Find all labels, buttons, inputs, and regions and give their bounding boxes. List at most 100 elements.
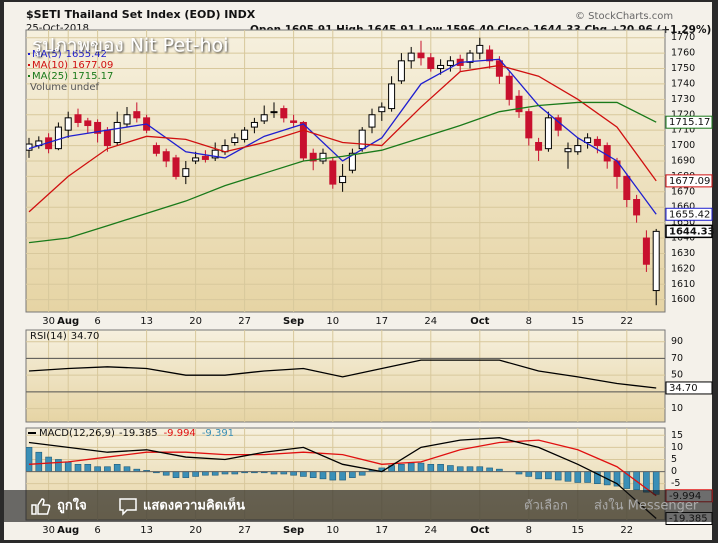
x-tick-label: 17 [375, 316, 388, 327]
panel-legend: MACD(12,26,9) -19.385 -9.994 -9.391 [39, 428, 234, 439]
x-tick-label: 10 [326, 316, 339, 327]
options-button[interactable]: ตัวเลือก [524, 498, 568, 514]
candle-body [437, 64, 445, 70]
candle-body [368, 114, 376, 128]
y-tick-label: 15 [671, 430, 683, 441]
messenger-button[interactable]: ส่งใน Messenger [594, 498, 699, 514]
y-tick-label: 1600 [671, 294, 695, 305]
candle-body [525, 111, 533, 139]
histogram-bar [104, 466, 111, 472]
histogram-bar [398, 464, 405, 472]
legend-name: MACD(12,26,9) [39, 428, 115, 439]
histogram-bar [172, 471, 180, 478]
histogram-bar [45, 456, 52, 472]
histogram-bar [202, 471, 209, 476]
y-tick-label: 1650 [671, 217, 695, 228]
candle-body [299, 121, 307, 159]
y-tick-label: 70 [671, 353, 683, 364]
histogram-bar [192, 471, 199, 477]
y-tick-label: 1770 [671, 32, 695, 43]
candle-body [358, 129, 366, 150]
candle-body [309, 152, 317, 162]
candle-body [339, 175, 347, 184]
comment-button[interactable]: แสดงความคิดเห็น [143, 496, 245, 514]
candle-body [407, 52, 415, 62]
y-tick-label: 50 [671, 370, 683, 381]
y-tick-label: -5 [671, 478, 680, 489]
x-tick-label: 27 [238, 525, 251, 536]
y-tick-label: 1730 [671, 94, 695, 105]
candle-body [388, 83, 396, 110]
value-box [665, 115, 713, 129]
like-button[interactable]: ถูกใจ [57, 497, 87, 514]
histogram-bar [466, 466, 474, 472]
histogram-bar [94, 466, 101, 472]
chart-date: 25-Oct-2018 [26, 23, 89, 34]
histogram-bar [309, 471, 317, 478]
candle-body [113, 121, 121, 143]
legend-entry: MA(25) 1715.17 [32, 71, 113, 82]
candle-body [64, 117, 72, 131]
legend-value: -9.994 [164, 428, 196, 439]
action-bar [4, 490, 712, 522]
histogram-bar [456, 466, 464, 472]
x-tick-label: 24 [424, 525, 437, 536]
candle-body [397, 60, 405, 82]
histogram-bar [211, 471, 219, 476]
candle-body [162, 151, 170, 162]
plot-area [25, 29, 666, 313]
x-tick-label: 13 [140, 316, 153, 327]
y-tick-label: 1620 [671, 263, 695, 274]
candle-body [427, 57, 435, 70]
x-tick-label: 20 [189, 316, 202, 327]
moving-average [28, 101, 657, 244]
x-tick-label: Aug [57, 525, 79, 536]
candle-body [319, 152, 327, 162]
candle-body [103, 129, 111, 147]
candle-body [642, 237, 650, 265]
candle-body [378, 106, 386, 113]
candle-body [564, 148, 572, 153]
x-tick-label: 27 [238, 316, 251, 327]
candle-body [152, 145, 160, 154]
histogram-bar [574, 471, 582, 483]
candle-body [123, 114, 131, 125]
histogram-bar [349, 471, 356, 478]
moving-average [28, 58, 657, 215]
legend-entry: MA(5) 1655.42 [32, 49, 107, 60]
candle-body [172, 157, 180, 177]
x-tick-label: Sep [283, 525, 304, 536]
comment-icon[interactable] [119, 498, 137, 516]
like-icon[interactable] [31, 498, 51, 515]
histogram-bar [417, 462, 425, 472]
legend-entry: MA(10) 1677.09 [32, 60, 113, 71]
histogram-bar [26, 447, 33, 472]
histogram-bar [55, 459, 62, 472]
histogram-bar [319, 471, 327, 480]
histogram-bar [84, 464, 92, 472]
y-tick-label: 1760 [671, 48, 695, 59]
legend-name: RSI(14) [30, 331, 67, 342]
photo-caption: รูปภาพของ Nit Pet-hoi [32, 35, 228, 57]
x-tick-label: 15 [571, 525, 584, 536]
y-tick-label: 0 [671, 466, 677, 477]
histogram-bar [339, 471, 346, 481]
y-tick-label: 90 [671, 336, 683, 347]
histogram-bar [64, 461, 72, 472]
candle-body [133, 111, 141, 119]
value-box [665, 381, 713, 395]
candle-body [574, 145, 582, 153]
histogram-bar [427, 464, 435, 472]
y-tick-label: 1660 [671, 202, 695, 213]
candle-body [476, 44, 484, 54]
x-tick-label: 15 [571, 316, 584, 327]
y-tick-label: 1710 [671, 125, 695, 136]
y-tick-label: 10 [671, 442, 683, 453]
candle-body [290, 120, 298, 123]
candle-body [201, 155, 209, 160]
histogram-bar [182, 471, 190, 478]
histogram-bar [162, 471, 170, 476]
histogram-bar [564, 471, 572, 482]
candle-body [515, 95, 523, 113]
